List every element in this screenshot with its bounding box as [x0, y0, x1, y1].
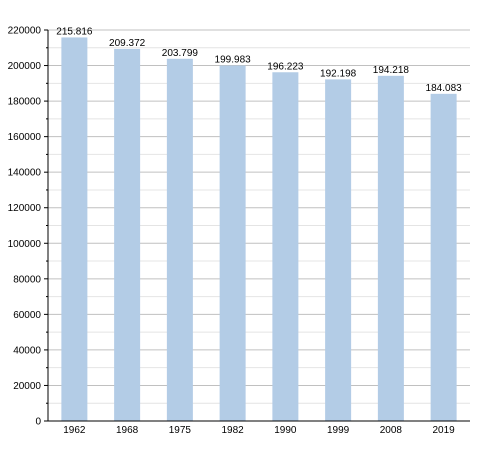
y-tick-label: 140000	[8, 168, 42, 179]
data-label: 196.223	[267, 61, 304, 72]
y-tick-label: 80000	[13, 274, 41, 285]
y-tick-label: 160000	[8, 132, 42, 143]
bar-1975	[166, 58, 193, 422]
x-tick-label: 1999	[327, 425, 350, 436]
data-labels: 215.816 209.372 203.799 199.983 196.223 192.1…	[56, 26, 462, 93]
bars	[61, 37, 457, 422]
x-tick-label: 1975	[169, 425, 192, 436]
bar-2008	[377, 75, 404, 421]
x-tick-label: 2008	[380, 425, 403, 436]
x-tick-label: 1962	[63, 425, 86, 436]
y-tick-label: 20000	[13, 381, 41, 392]
data-label: 199.983	[215, 55, 252, 66]
x-tick-label: 1990	[274, 425, 297, 436]
y-tick-label: 180000	[8, 97, 42, 108]
bar-1962	[61, 37, 88, 422]
bar-2019	[430, 93, 457, 422]
grid-lines	[48, 29, 470, 404]
y-axis-tick-labels: 0 20000 40000 60000 80000 100000 120000 140000 1…	[8, 26, 42, 428]
x-tick-label: 1982	[222, 425, 245, 436]
y-tick-label: 100000	[8, 239, 42, 250]
axes	[44, 29, 470, 422]
x-tick-label: 2019	[433, 425, 456, 436]
y-tick-label: 220000	[8, 26, 42, 37]
data-label: 184.083	[426, 83, 463, 94]
data-label: 203.799	[162, 48, 199, 59]
y-tick-label: 200000	[8, 61, 42, 72]
data-label: 215.816	[56, 26, 93, 37]
data-label: 194.218	[373, 65, 410, 76]
data-label: 192.198	[320, 68, 357, 79]
y-tick-label: 120000	[8, 203, 42, 214]
y-tick-label: 60000	[13, 310, 41, 321]
bar-1990	[272, 72, 299, 422]
bar-1999	[325, 79, 352, 421]
y-tick-label: 40000	[13, 345, 41, 356]
x-axis-tick-labels: 1962 1968 1975 1982 1990 1999 2008 2019	[63, 425, 455, 436]
bar-1982	[219, 65, 246, 421]
data-label: 209.372	[109, 38, 146, 49]
y-tick-label: 0	[35, 417, 41, 428]
x-tick-label: 1968	[116, 425, 139, 436]
bar-1968	[114, 48, 141, 421]
